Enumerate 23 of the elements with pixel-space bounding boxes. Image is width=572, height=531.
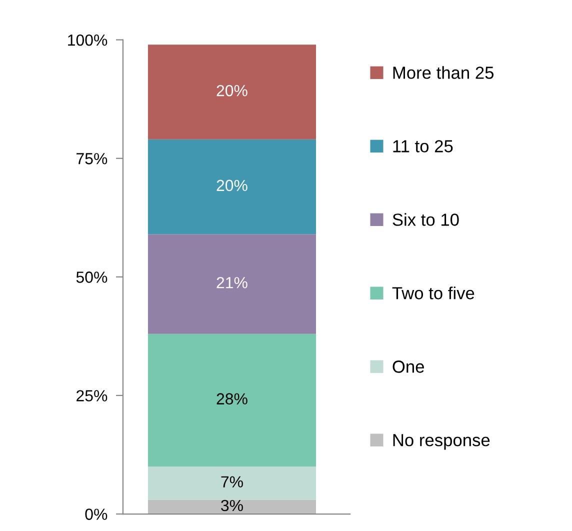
text: 20% [216, 180, 248, 192]
bar [148, 234, 316, 334]
bar [148, 334, 316, 467]
text: 20% [216, 84, 248, 96]
y-tick-label: 25% [76, 390, 108, 402]
y-tick-label: 100% [68, 34, 108, 46]
legend-label: Six to 10 [392, 213, 459, 226]
legend-label: No response [393, 434, 490, 450]
text: 28% [216, 393, 248, 404]
text: 7% [221, 476, 243, 488]
bar [148, 500, 316, 514]
y-tick-label: 50% [76, 272, 108, 283]
text: 21% [216, 277, 248, 288]
bar [148, 466, 316, 500]
y-tick-label: 75% [76, 153, 108, 164]
legend-label: Two to five [392, 286, 474, 300]
y-tick-label: 0% [85, 508, 108, 520]
legend-label: One [392, 360, 424, 373]
bar [148, 44, 316, 140]
text: 3% [221, 500, 243, 512]
bar [148, 139, 316, 234]
legend-label: 11 to 25 [393, 140, 453, 152]
legend-label: More than 25 [393, 66, 494, 79]
